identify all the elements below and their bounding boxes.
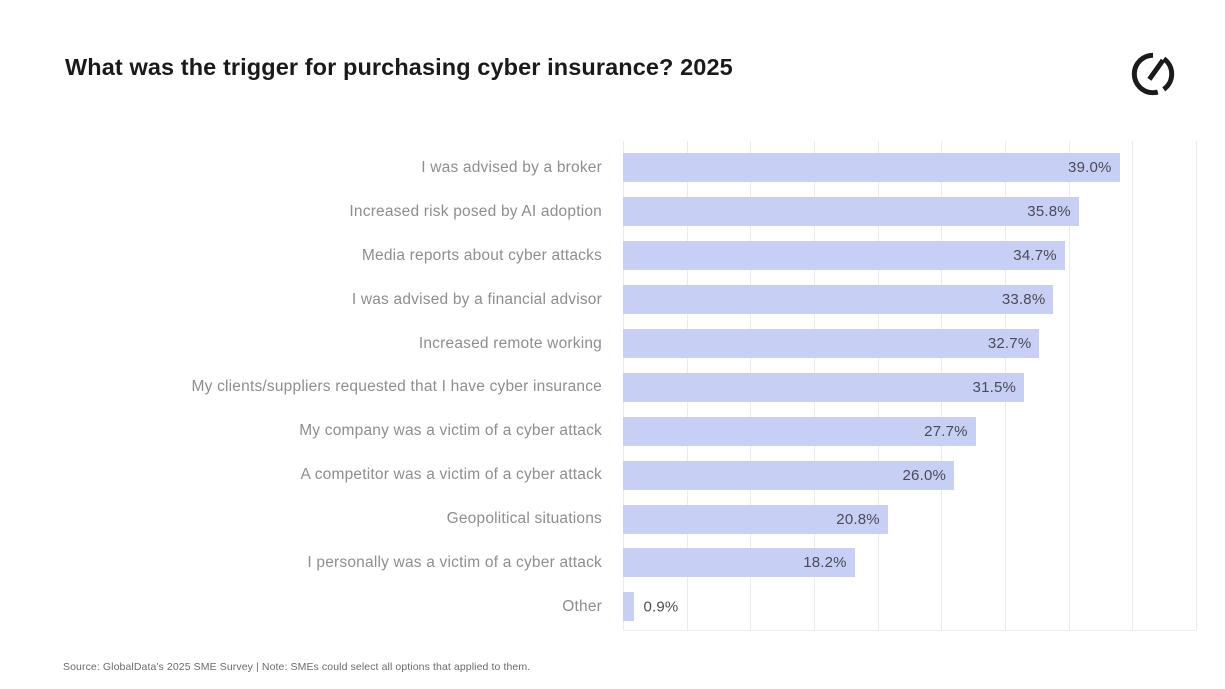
bar-track: 26.0% — [623, 460, 1196, 490]
bar: 27.7% — [623, 416, 976, 446]
value-label: 26.0% — [902, 466, 947, 484]
value-label: 32.7% — [987, 335, 1032, 352]
value-label: 0.9% — [643, 598, 679, 616]
chart-row: Increased remote working 32.7% — [0, 322, 1196, 366]
chart-row: My clients/suppliers requested that I ha… — [0, 365, 1196, 409]
bar-track: 27.7% — [623, 416, 1196, 446]
category-label: Increased risk posed by AI adoption — [349, 202, 602, 220]
bar-chart: I was advised by a broker 39.0% Increased … — [0, 141, 1197, 631]
bar: 33.8% — [623, 285, 1054, 315]
bar: 34.7% — [623, 241, 1065, 271]
bar: 26.0% — [623, 460, 955, 490]
bar: 31.5% — [623, 372, 1025, 402]
value-label: 33.8% — [1001, 291, 1046, 309]
bar-track: 31.5% — [623, 372, 1196, 402]
source-note: Source: GlobalData's 2025 SME Survey | N… — [63, 661, 531, 673]
bar: 35.8% — [623, 197, 1079, 227]
chart-row: Other 0.9% — [0, 585, 1196, 629]
chart-row: Increased risk posed by AI adoption 35.8% — [0, 190, 1196, 234]
bar-track: 0.9% — [623, 592, 1196, 622]
chart-row: Geopolitical situations 20.8% — [0, 497, 1196, 541]
category-label: Other — [562, 597, 602, 615]
bar-track: 32.7% — [623, 329, 1196, 358]
chart-row: I was advised by a financial advisor 33.8… — [0, 278, 1196, 322]
bar-track: 20.8% — [623, 504, 1196, 534]
globaldata-logo — [1130, 51, 1176, 97]
gridline — [1068, 141, 1070, 630]
bar-track: 33.8% — [623, 285, 1196, 315]
bar-track: 39.0% — [623, 153, 1196, 183]
chart-row: I personally was a victim of a cyber att… — [0, 541, 1196, 585]
value-label: 35.8% — [1027, 203, 1071, 221]
globaldata-logo-icon — [1131, 52, 1175, 96]
bar-track: 18.2% — [623, 548, 1196, 578]
bar-track: 34.7% — [623, 241, 1196, 271]
bar: 18.2% — [623, 548, 855, 578]
gridline — [1196, 141, 1197, 630]
bar: 20.8% — [623, 504, 888, 534]
page-title: What was the trigger for purchasing cybe… — [65, 54, 733, 80]
chart-row: I was advised by a broker 39.0% — [0, 146, 1196, 190]
category-label: A competitor was a victim of a cyber att… — [300, 466, 602, 484]
value-label: 27.7% — [924, 422, 968, 440]
value-label: 34.7% — [1013, 247, 1057, 265]
chart-row: Media reports about cyber attacks 34.7% — [0, 234, 1196, 278]
bar: 0.9% — [623, 592, 678, 622]
bar-track: 35.8% — [623, 197, 1196, 227]
value-label: 31.5% — [972, 378, 1017, 396]
chart-row: A competitor was a victim of a cyber att… — [0, 453, 1196, 497]
category-label: Geopolitical situations — [446, 510, 602, 528]
category-label: My clients/suppliers requested that I ha… — [191, 378, 602, 396]
category-label: Increased remote working — [418, 334, 602, 352]
bar: 39.0% — [623, 153, 1120, 183]
value-label: 39.0% — [1068, 159, 1112, 177]
value-label: 20.8% — [836, 510, 880, 528]
category-label: I personally was a victim of a cyber att… — [307, 553, 602, 571]
category-label: My company was a victim of a cyber attac… — [299, 422, 602, 440]
category-label: Media reports about cyber attacks — [361, 246, 602, 264]
category-label: I was advised by a financial advisor — [351, 290, 602, 308]
value-label: 18.2% — [803, 554, 847, 572]
category-label: I was advised by a broker — [421, 158, 602, 176]
chart-rows: I was advised by a broker 39.0% Increased … — [0, 146, 1196, 629]
bar: 32.7% — [623, 329, 1040, 358]
chart-row: My company was a victim of a cyber attac… — [0, 409, 1196, 453]
gridline — [1132, 141, 1134, 630]
